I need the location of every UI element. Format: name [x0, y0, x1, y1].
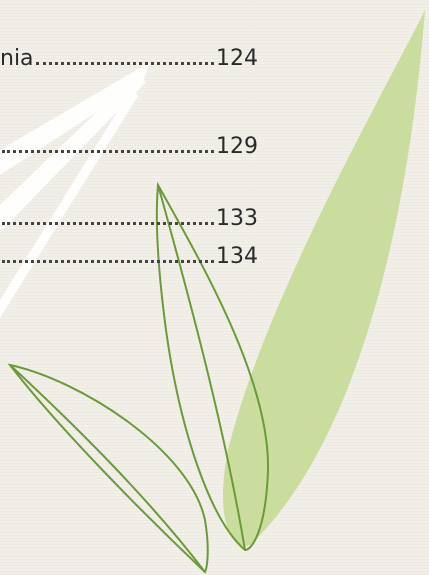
white-stripes: [0, 62, 150, 318]
dot-leader: [2, 150, 214, 153]
page: nia124129133134 (() => { const data = JS…: [0, 0, 429, 575]
leaf-filled: [223, 10, 425, 546]
toc-label: nia: [0, 46, 34, 71]
dot-leader: [2, 222, 214, 225]
toc-page: 129: [216, 134, 258, 159]
decoration: [0, 0, 429, 575]
toc-entry: nia 124: [0, 46, 258, 71]
toc-page: 124: [216, 46, 258, 71]
toc-page: 133: [216, 206, 258, 231]
toc-entry: 133: [0, 206, 258, 231]
toc-entry: 134: [0, 244, 258, 269]
toc-page: 134: [216, 244, 258, 269]
dot-leader: [36, 62, 214, 65]
toc-entry: 129: [0, 134, 258, 159]
dot-leader: [2, 260, 214, 263]
